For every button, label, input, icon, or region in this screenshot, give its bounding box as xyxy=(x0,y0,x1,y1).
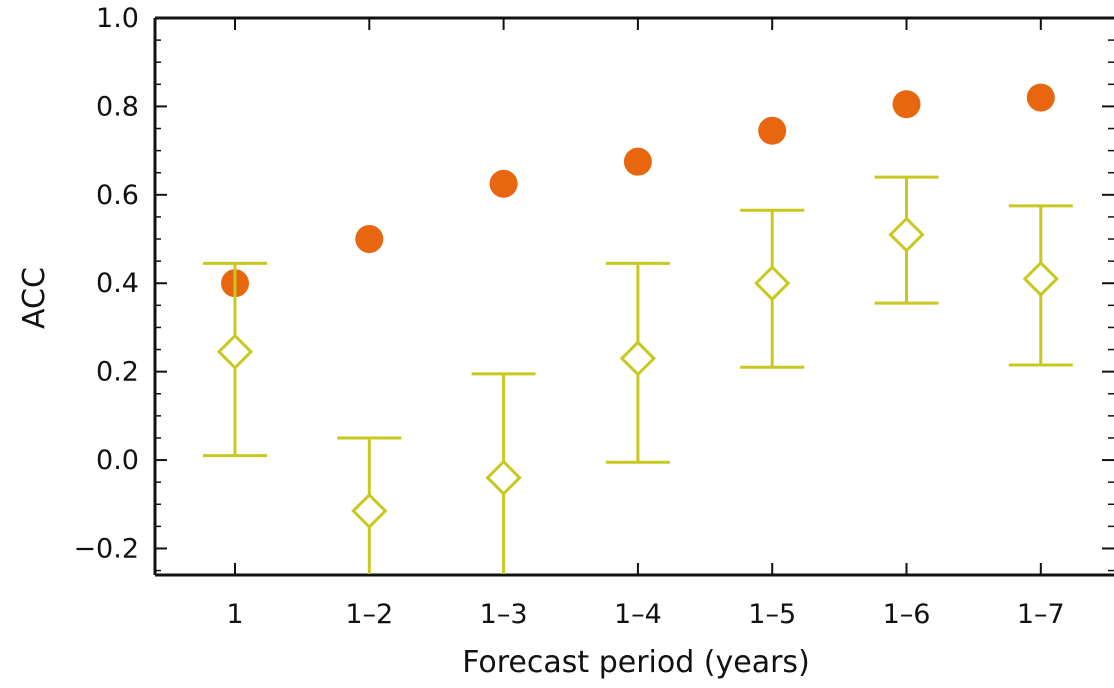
y-tick-label: 0.8 xyxy=(96,91,139,122)
x-tick-label: 1–5 xyxy=(748,599,796,630)
diamond-marker xyxy=(619,340,657,377)
x-tick-label: 1–4 xyxy=(614,599,662,630)
y-tick-label: 0.2 xyxy=(96,357,139,388)
diamond-marker xyxy=(754,265,791,302)
y-tick-label: 0.4 xyxy=(96,268,139,299)
x-tick-label: 1–7 xyxy=(1017,599,1065,630)
circle-marker xyxy=(623,147,652,176)
series-2 xyxy=(203,175,1073,574)
x-tick-label: 1–6 xyxy=(883,599,931,630)
x-tick-label: 1–2 xyxy=(345,599,393,630)
circle-marker xyxy=(1026,83,1055,112)
series-marks xyxy=(203,83,1073,574)
x-axis-title: Forecast period (years) xyxy=(462,645,810,680)
y-tick-label: 0.0 xyxy=(96,445,139,476)
circle-marker xyxy=(489,169,518,198)
y-tick-label: −0.2 xyxy=(73,533,139,564)
plot-frame xyxy=(153,16,1114,577)
diamond-marker xyxy=(485,459,522,496)
y-axis-ticks: −0.2 0.0 0.2 0.4 0.6 0.8 1.0 xyxy=(73,3,1114,572)
circle-marker xyxy=(892,90,921,119)
diamond-marker xyxy=(888,216,925,253)
series-1 xyxy=(221,83,1055,298)
x-tick-label: 1–3 xyxy=(480,599,528,630)
diamond-marker xyxy=(1022,260,1059,297)
diamond-marker xyxy=(351,492,388,530)
circle-marker xyxy=(758,116,787,145)
x-tick-label: 1 xyxy=(226,599,243,630)
y-tick-label: 0.6 xyxy=(96,180,139,211)
diamond-marker xyxy=(216,333,254,370)
x-axis-ticks: 1 1–2 1–3 1–4 1–5 1–6 1–7 xyxy=(226,18,1065,630)
y-tick-label: 1.0 xyxy=(96,3,139,34)
y-axis-title: ACC xyxy=(17,267,52,329)
circle-marker xyxy=(355,225,384,254)
